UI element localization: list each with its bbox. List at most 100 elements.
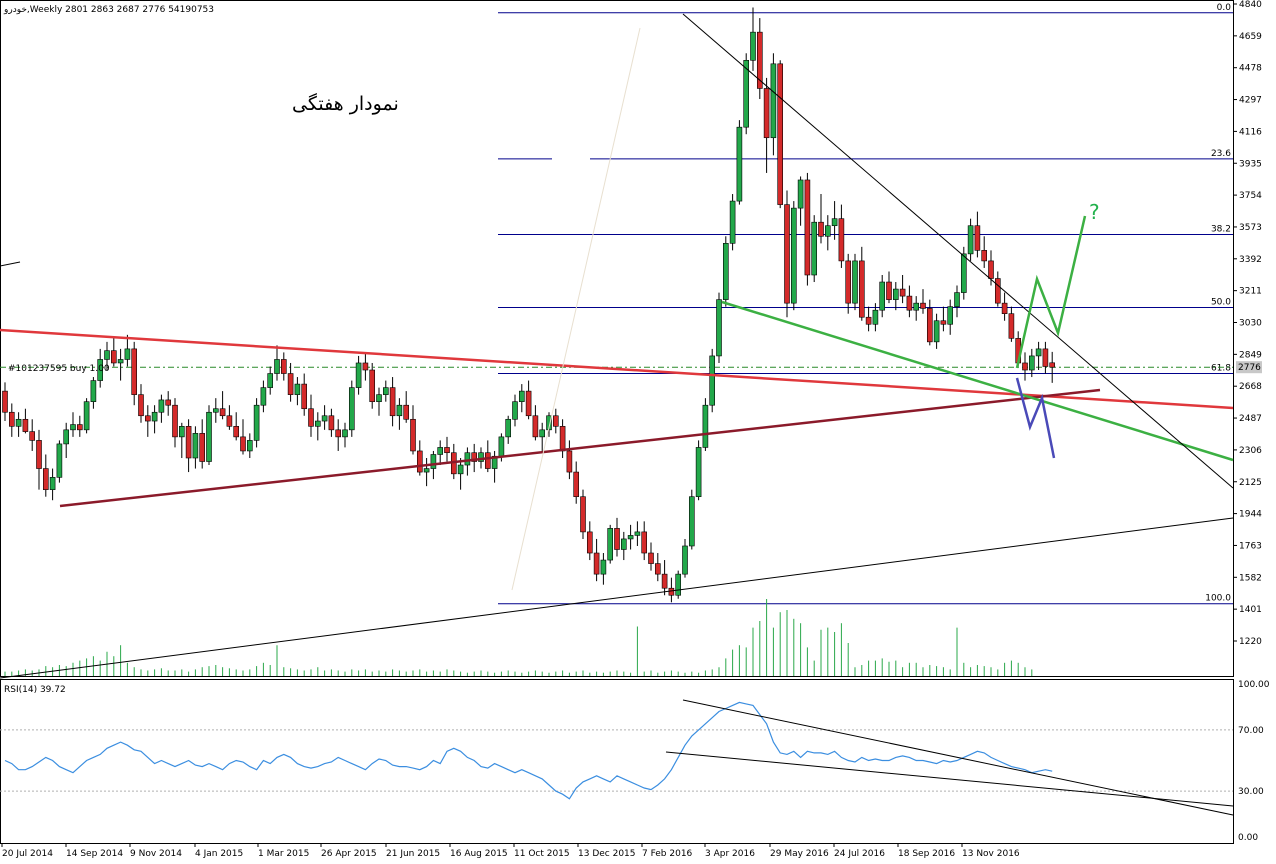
fib-label-5: 100.0: [1205, 594, 1231, 604]
candle-body-124: [845, 260, 852, 304]
time-tick-label-7: 16 Aug 2015: [450, 849, 508, 859]
red-resistance-line: [0, 328, 1234, 410]
candle-body-49: [335, 429, 342, 438]
candle-body-62: [423, 468, 430, 473]
candle-body-148: [1008, 313, 1015, 339]
candle-body-103: [702, 404, 709, 448]
price-tick-label-20: 1220: [1239, 637, 1262, 647]
candle-body-85: [580, 496, 586, 533]
candle-body-88: [600, 559, 607, 575]
candle-body-113: [770, 63, 777, 139]
candle-body-109: [743, 60, 750, 128]
price-tick-label-5: 3935: [1239, 159, 1262, 169]
candle-body-146: [994, 278, 1001, 304]
bearish-scenario-path: [1015, 377, 1056, 459]
candle-body-118: [804, 179, 811, 276]
candle-body-122: [831, 218, 838, 227]
candle-body-23: [158, 399, 165, 413]
candle-body-21: [145, 415, 151, 422]
black-downtrend-line: [682, 13, 1234, 489]
candle-body-28: [192, 433, 199, 459]
price-tick-label-15: 2125: [1239, 478, 1262, 488]
candle-body-41: [280, 359, 287, 374]
candle-body-141: [960, 253, 967, 293]
price-tick-label-12: 2668: [1239, 382, 1262, 392]
candle-body-94: [641, 531, 648, 554]
time-axis: 20 Jul 2014 14 Sep 2014 9 Nov 2014 4 Jan 20…: [1, 843, 1020, 859]
candle-body-153: [1042, 348, 1049, 367]
candle-body-150: [1022, 362, 1028, 371]
candle-body-110: [750, 31, 756, 61]
candle-body-142: [967, 225, 974, 255]
rsi-panel-border: [0, 679, 1234, 844]
candle-body-119: [811, 221, 818, 276]
candle-body-105: [716, 299, 722, 357]
candle-body-90: [614, 528, 620, 550]
price-tick-label-9: 3211: [1239, 287, 1262, 297]
candle-body-99: [675, 573, 682, 596]
candle-body-17: [117, 359, 124, 364]
candle-body-144: [981, 250, 988, 262]
candle-body-134: [913, 302, 920, 311]
candle-body-92: [627, 535, 634, 540]
candle-body-50: [342, 429, 348, 438]
price-tick-label-17: 1763: [1239, 541, 1262, 551]
green-channel-line: [721, 300, 1234, 462]
time-tick-label-8: 11 Oct 2015: [514, 849, 570, 859]
edge-stub-line: [0, 261, 21, 267]
candle-body-100: [682, 545, 688, 575]
candle-body-36: [247, 440, 253, 452]
candle-body-10: [70, 424, 76, 431]
candle-body-63: [430, 454, 437, 469]
candle-body-87: [593, 552, 600, 575]
price-tick-label-10: 3030: [1239, 319, 1262, 329]
rsi-line: [4, 701, 1053, 800]
candle-body-131: [892, 288, 899, 300]
candle-body-46: [314, 420, 321, 427]
candle-body-145: [988, 260, 994, 279]
fib-label-4: 61.8: [1211, 364, 1231, 374]
candle-body-9: [63, 429, 70, 445]
fib-label-0: 0.0: [1217, 3, 1232, 13]
price-tick-label-18: 1582: [1239, 573, 1262, 583]
time-tick-label-15: 13 Nov 2016: [962, 849, 1020, 859]
scenario-question-mark: ?: [1089, 200, 1100, 224]
time-tick-label-3: 4 Jan 2015: [195, 849, 243, 859]
price-tick-label-16: 1944: [1239, 510, 1262, 520]
candle-body-86: [586, 531, 593, 554]
current-price-box: [1236, 361, 1262, 374]
candle-body-108: [736, 126, 743, 202]
candle-body-3: [22, 418, 29, 432]
candle-body-132: [899, 288, 906, 297]
time-tick-label-9: 13 Dec 2015: [578, 849, 636, 859]
price-tick-label-13: 2487: [1239, 414, 1262, 424]
candle-body-89: [607, 528, 614, 561]
candle-body-27: [185, 426, 192, 459]
candle-body-120: [818, 221, 824, 237]
candle-body-16: [111, 350, 117, 364]
time-tick-label-11: 3 Apr 2016: [705, 849, 755, 859]
candle-body-91: [620, 538, 627, 550]
candle-body-98: [668, 587, 675, 596]
candle-body-47: [321, 415, 328, 422]
candle-body-53: [362, 362, 369, 371]
candle-body-22: [151, 411, 158, 422]
candle-body-14: [97, 359, 103, 381]
candle-body-133: [906, 295, 913, 311]
candle-body-154: [1049, 362, 1055, 368]
current-price-label: 2776: [1238, 363, 1261, 373]
candle-body-4: [29, 431, 36, 441]
candle-body-68: [464, 452, 471, 466]
candle-body-97: [661, 573, 668, 589]
candle-body-129: [879, 281, 886, 311]
candle-body-6: [42, 468, 49, 490]
candle-body-102: [695, 447, 702, 498]
candle-body-75: [512, 401, 518, 420]
candle-body-26: [179, 426, 185, 438]
order-label: #101237595 buy 1.00: [8, 364, 110, 374]
candle-body-1: [9, 411, 15, 427]
candle-body-123: [838, 218, 845, 262]
candle-body-93: [634, 531, 641, 536]
rsi-indicator: 100.00 70.00 30.00 0.00: [0, 680, 1270, 843]
